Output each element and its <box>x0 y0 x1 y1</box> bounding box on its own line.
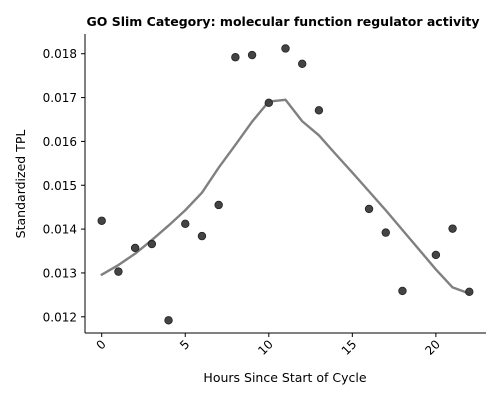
data-point <box>247 50 257 60</box>
data-point <box>214 200 223 210</box>
data-point <box>448 224 457 233</box>
data-point <box>381 228 390 237</box>
data-point <box>147 239 157 249</box>
data-point <box>398 286 407 296</box>
y-tick-label: 0.016 <box>43 135 77 149</box>
y-tick-label: 0.014 <box>43 223 77 237</box>
data-point <box>298 59 307 69</box>
x-tick-label: 15 <box>339 337 360 358</box>
y-axis-ticks: 0.012 0.013 0.014 0.015 0.016 0.017 0.018 <box>43 47 85 324</box>
data-point <box>431 250 441 260</box>
x-axis-label: Hours Since Start of Cycle <box>203 370 366 385</box>
data-point <box>97 216 106 225</box>
y-tick-label: 0.015 <box>43 179 77 193</box>
data-point <box>465 287 474 296</box>
data-points <box>97 44 474 325</box>
data-point <box>114 267 123 276</box>
data-point <box>314 106 324 115</box>
data-point <box>281 44 290 53</box>
y-tick-label: 0.013 <box>43 266 77 280</box>
y-tick-label: 0.017 <box>43 91 77 105</box>
y-axis-label: Standardized TPL <box>13 130 28 239</box>
x-tick-label: 10 <box>255 337 276 358</box>
data-point <box>231 53 240 62</box>
data-point <box>197 231 207 241</box>
trend-line <box>100 98 471 295</box>
x-tick-label: 5 <box>177 337 192 352</box>
data-point <box>130 243 140 253</box>
data-point <box>181 219 190 229</box>
y-tick-label: 0.018 <box>43 47 77 61</box>
data-point <box>264 98 273 108</box>
data-point <box>164 316 173 325</box>
x-tick-label: 20 <box>422 337 443 358</box>
chart-title: GO Slim Category: molecular function reg… <box>86 14 479 29</box>
data-point <box>364 204 374 214</box>
y-tick-label: 0.012 <box>43 310 77 324</box>
x-axis-ticks: 0 5 10 15 20 <box>94 333 443 358</box>
x-tick-label: 0 <box>94 337 109 352</box>
